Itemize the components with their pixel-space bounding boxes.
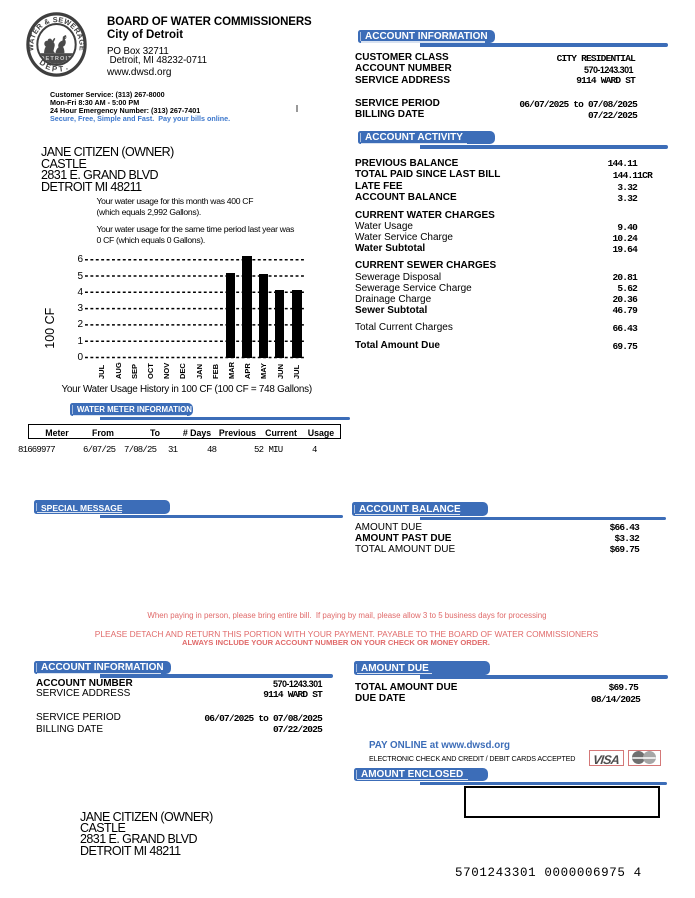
svg-text:E: E	[44, 62, 52, 72]
svg-text:WATER & SEWERAGE: WATER & SEWERAGE	[26, 15, 87, 51]
svg-text:T: T	[58, 64, 64, 74]
svg-text:DETROIT: DETROIT	[40, 56, 72, 62]
svg-text:P: P	[51, 64, 57, 74]
svg-text:.: .	[64, 62, 69, 71]
svg-text:D: D	[38, 58, 48, 69]
